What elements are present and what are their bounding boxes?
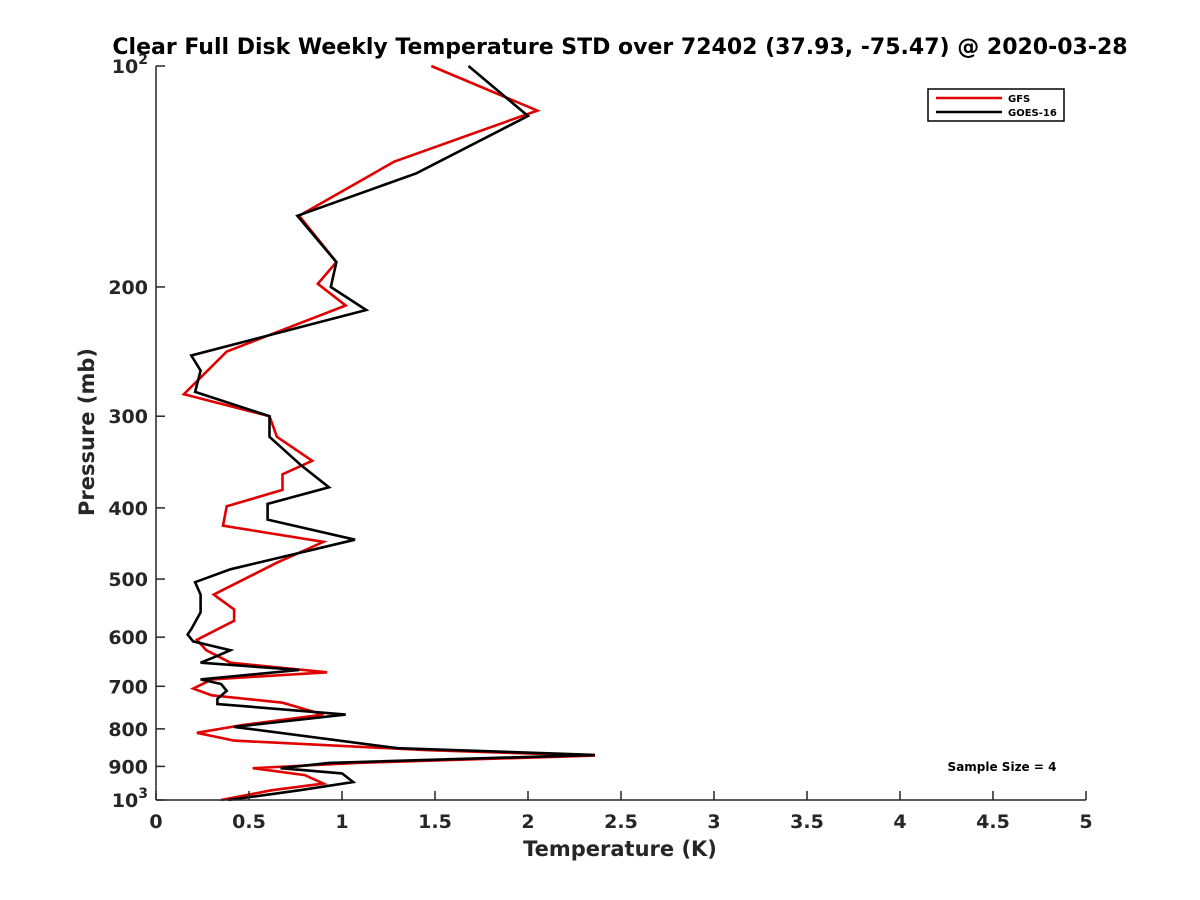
- x-tick-label: 1.5: [418, 811, 452, 833]
- sample-size-annotation: Sample Size = 4: [948, 760, 1057, 774]
- y-tick-label: 300: [108, 406, 148, 428]
- x-tick-label: 0.5: [232, 811, 266, 833]
- y-tick-label-top: 102: [112, 52, 148, 78]
- series-layer: [181, 64, 596, 802]
- legend-box: [927, 88, 1065, 122]
- legend-label: GOES-16: [1008, 108, 1057, 119]
- x-tick-label: 5: [1079, 811, 1092, 833]
- y-tick-label: 600: [108, 627, 148, 649]
- y-tick-label-bottom: 103: [112, 786, 148, 812]
- y-axis-label: Pressure (mb): [75, 348, 99, 516]
- x-tick-label: 3.5: [790, 811, 824, 833]
- x-tick-label: 2.5: [604, 811, 638, 833]
- x-tick-label: 4.5: [976, 811, 1010, 833]
- y-tick-label: 400: [108, 498, 148, 520]
- axes-layer: 0 0.5 1 1.5 2 2.5 3 3.5 4 4.5 5 200 300 400 500 600 700 8…: [108, 52, 1092, 833]
- x-tick-label: 1: [335, 811, 348, 833]
- x-tick-label: 3: [707, 811, 720, 833]
- y-tick-label: 900: [108, 756, 148, 778]
- y-tick-label: 500: [108, 569, 148, 591]
- y-tick-label: 800: [108, 719, 148, 741]
- x-tick-label: 4: [893, 811, 906, 833]
- series-line-gfs: [181, 64, 596, 802]
- series-line-goes-16: [185, 65, 596, 802]
- y-tick-label: 200: [108, 277, 148, 299]
- x-tick-label: 0: [149, 811, 162, 833]
- x-axis-label: Temperature (K): [523, 837, 717, 861]
- legend: GFS GOES-16: [927, 88, 1065, 122]
- legend-label: GFS: [1008, 94, 1030, 105]
- x-tick-label: 2: [521, 811, 534, 833]
- chart-title: Clear Full Disk Weekly Temperature STD o…: [112, 35, 1127, 60]
- y-tick-label: 700: [108, 676, 148, 698]
